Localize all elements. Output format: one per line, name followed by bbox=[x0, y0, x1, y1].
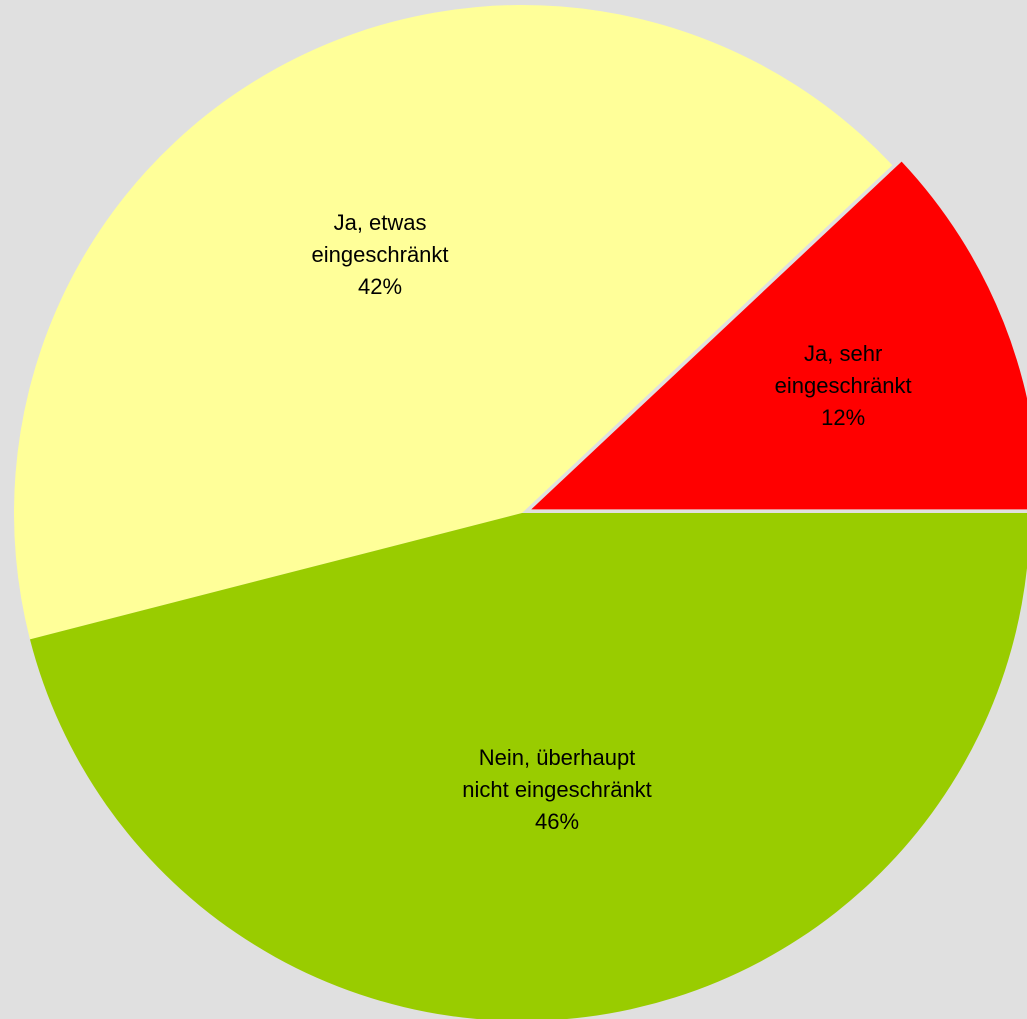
value-label: 42% bbox=[358, 273, 403, 299]
pie-slice bbox=[531, 161, 1027, 510]
category-label: Nein, überhaupt nicht eingeschränkt bbox=[462, 745, 652, 803]
pie-slice bbox=[29, 513, 1027, 1019]
value-label: 12% bbox=[821, 404, 866, 430]
category-label: Ja, sehr eingeschränkt bbox=[774, 340, 912, 398]
slice-label: Nein, überhaupt nicht eingeschränkt 46% bbox=[455, 742, 660, 838]
slice-label: Ja, sehr eingeschränkt 12% bbox=[763, 338, 923, 434]
slice-label: Ja, etwas eingeschränkt 42% bbox=[300, 207, 460, 303]
value-label: 46% bbox=[534, 809, 580, 835]
pie-slice bbox=[14, 5, 893, 640]
category-label: Ja, etwas eingeschränkt bbox=[311, 209, 449, 267]
